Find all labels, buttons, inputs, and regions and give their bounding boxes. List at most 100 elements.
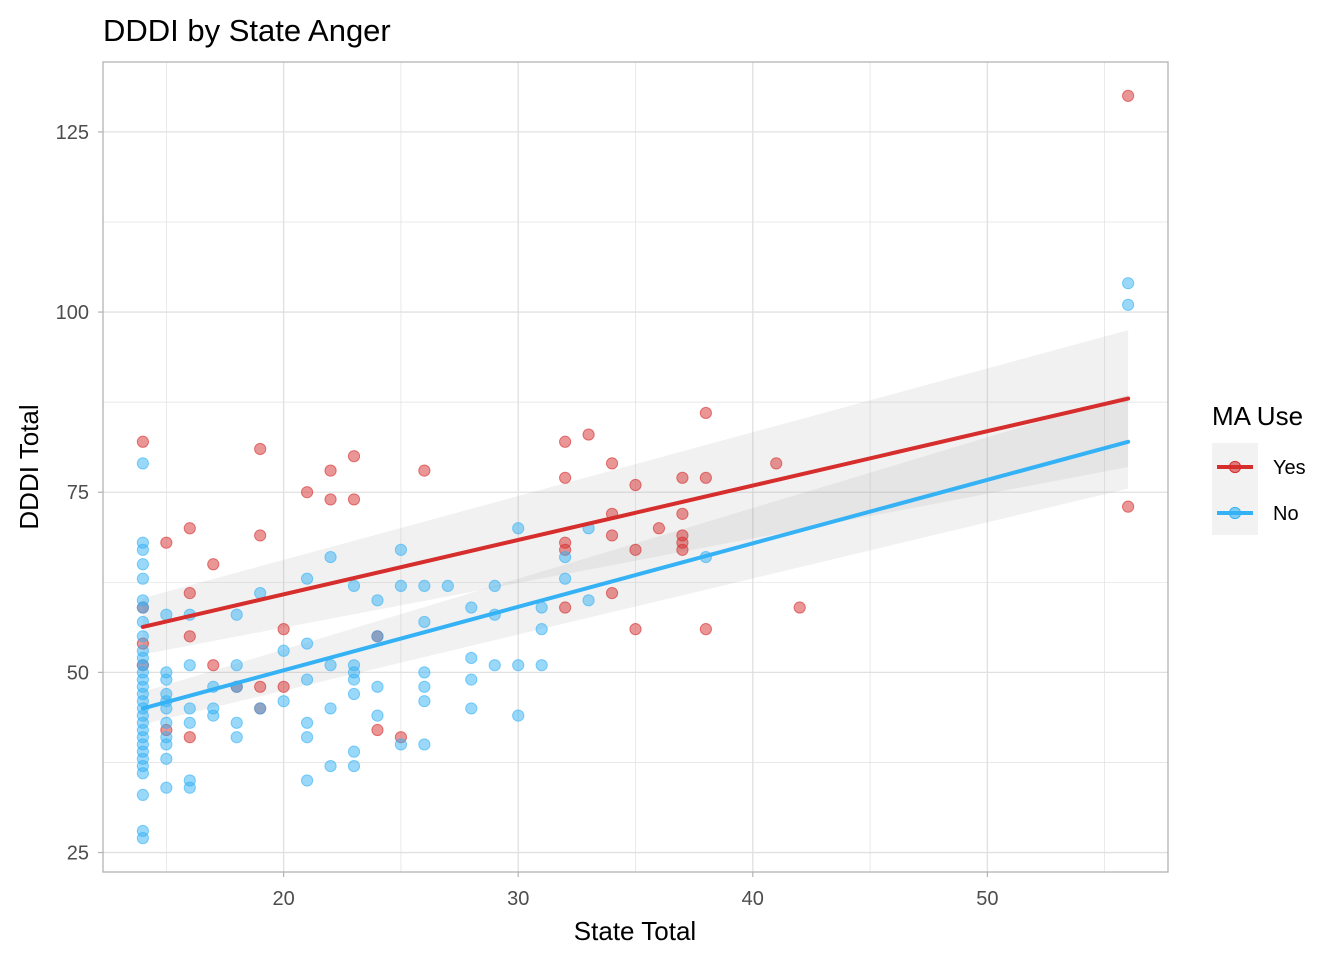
point-no — [1122, 298, 1135, 311]
point-no — [300, 572, 314, 585]
x-axis-title: State Total — [574, 916, 696, 946]
point-no — [183, 659, 196, 672]
point-yes — [418, 464, 431, 477]
point-no — [394, 543, 408, 556]
point-no — [300, 774, 314, 787]
point-yes — [793, 601, 806, 614]
x-tick-label: 20 — [273, 888, 295, 910]
point-yes — [1122, 89, 1135, 102]
point-no — [418, 695, 431, 708]
x-tick-label: 50 — [976, 888, 998, 910]
point-yes — [324, 464, 337, 477]
point-no — [347, 687, 361, 701]
point-yes — [183, 731, 196, 744]
point-no — [136, 832, 149, 845]
point-no — [347, 745, 361, 758]
point-no — [418, 680, 431, 693]
point-no — [582, 594, 595, 607]
point-yes — [676, 471, 689, 484]
point-no — [136, 767, 149, 780]
point-no — [394, 579, 408, 593]
point-yes — [207, 659, 220, 672]
point-yes — [605, 587, 619, 600]
point-no — [136, 630, 149, 643]
point-no — [371, 630, 384, 643]
point-no — [136, 543, 149, 556]
point-no — [418, 615, 431, 629]
point-no — [230, 608, 243, 621]
ci-band-yes — [142, 330, 1129, 655]
point-no — [559, 572, 572, 585]
point-no — [394, 738, 408, 751]
point-yes — [699, 471, 712, 484]
point-no — [277, 644, 290, 657]
point-yes — [676, 507, 689, 520]
point-no — [465, 601, 478, 614]
point-no — [465, 673, 478, 686]
point-yes — [347, 493, 361, 506]
point-yes — [277, 623, 290, 636]
y-tick-label: 100 — [56, 302, 89, 324]
point-yes — [347, 450, 361, 463]
point-no — [488, 659, 501, 672]
point-no — [207, 709, 220, 722]
x-axis-ticks: 20 30 40 50 — [273, 872, 998, 910]
point-yes — [371, 723, 384, 737]
legend-key-background — [1212, 443, 1258, 535]
point-no — [136, 601, 149, 614]
chart-title: DDDI by State Anger — [103, 13, 391, 48]
point-no — [230, 716, 243, 729]
point-no — [230, 659, 243, 672]
point-no — [160, 738, 173, 751]
legend-marker-no — [1228, 506, 1242, 520]
point-yes — [207, 558, 220, 571]
point-no — [559, 550, 572, 564]
point-no — [300, 731, 314, 744]
x-tick-label: 40 — [742, 888, 764, 910]
point-no — [300, 716, 314, 729]
point-no — [160, 673, 173, 686]
point-no — [160, 716, 173, 729]
point-no — [535, 623, 548, 636]
x-tick-label: 30 — [507, 888, 529, 910]
point-yes — [277, 680, 290, 693]
point-no — [347, 579, 361, 593]
point-yes — [1122, 500, 1135, 513]
point-yes — [136, 435, 149, 448]
point-yes — [183, 522, 196, 535]
point-no — [183, 702, 196, 715]
point-no — [324, 759, 337, 773]
fit-line-yes — [140, 396, 1131, 629]
point-no — [371, 709, 384, 722]
point-no — [136, 457, 149, 470]
y-axis-ticks: 25 50 75 100 125 — [56, 122, 103, 865]
point-yes — [652, 522, 666, 535]
point-no — [418, 579, 431, 593]
point-yes — [559, 601, 572, 614]
point-no — [488, 579, 501, 593]
point-no — [371, 594, 384, 607]
data-points — [136, 89, 1135, 845]
legend-label-no: No — [1273, 503, 1299, 525]
point-yes — [629, 623, 642, 636]
point-no — [465, 651, 478, 665]
point-no — [324, 550, 337, 564]
point-no — [347, 673, 361, 686]
point-yes — [559, 471, 572, 484]
point-no — [136, 572, 149, 585]
point-yes — [254, 680, 267, 693]
point-no — [1122, 277, 1135, 290]
y-tick-label: 50 — [67, 662, 89, 684]
point-no — [418, 666, 431, 679]
point-no — [512, 709, 525, 722]
point-yes — [183, 587, 196, 600]
point-no — [136, 558, 149, 571]
point-no — [160, 781, 173, 794]
point-no — [230, 731, 243, 744]
point-no — [441, 579, 454, 593]
point-yes — [582, 428, 595, 441]
point-no — [324, 702, 337, 715]
legend-label-yes: Yes — [1273, 457, 1306, 479]
point-no — [160, 752, 173, 765]
